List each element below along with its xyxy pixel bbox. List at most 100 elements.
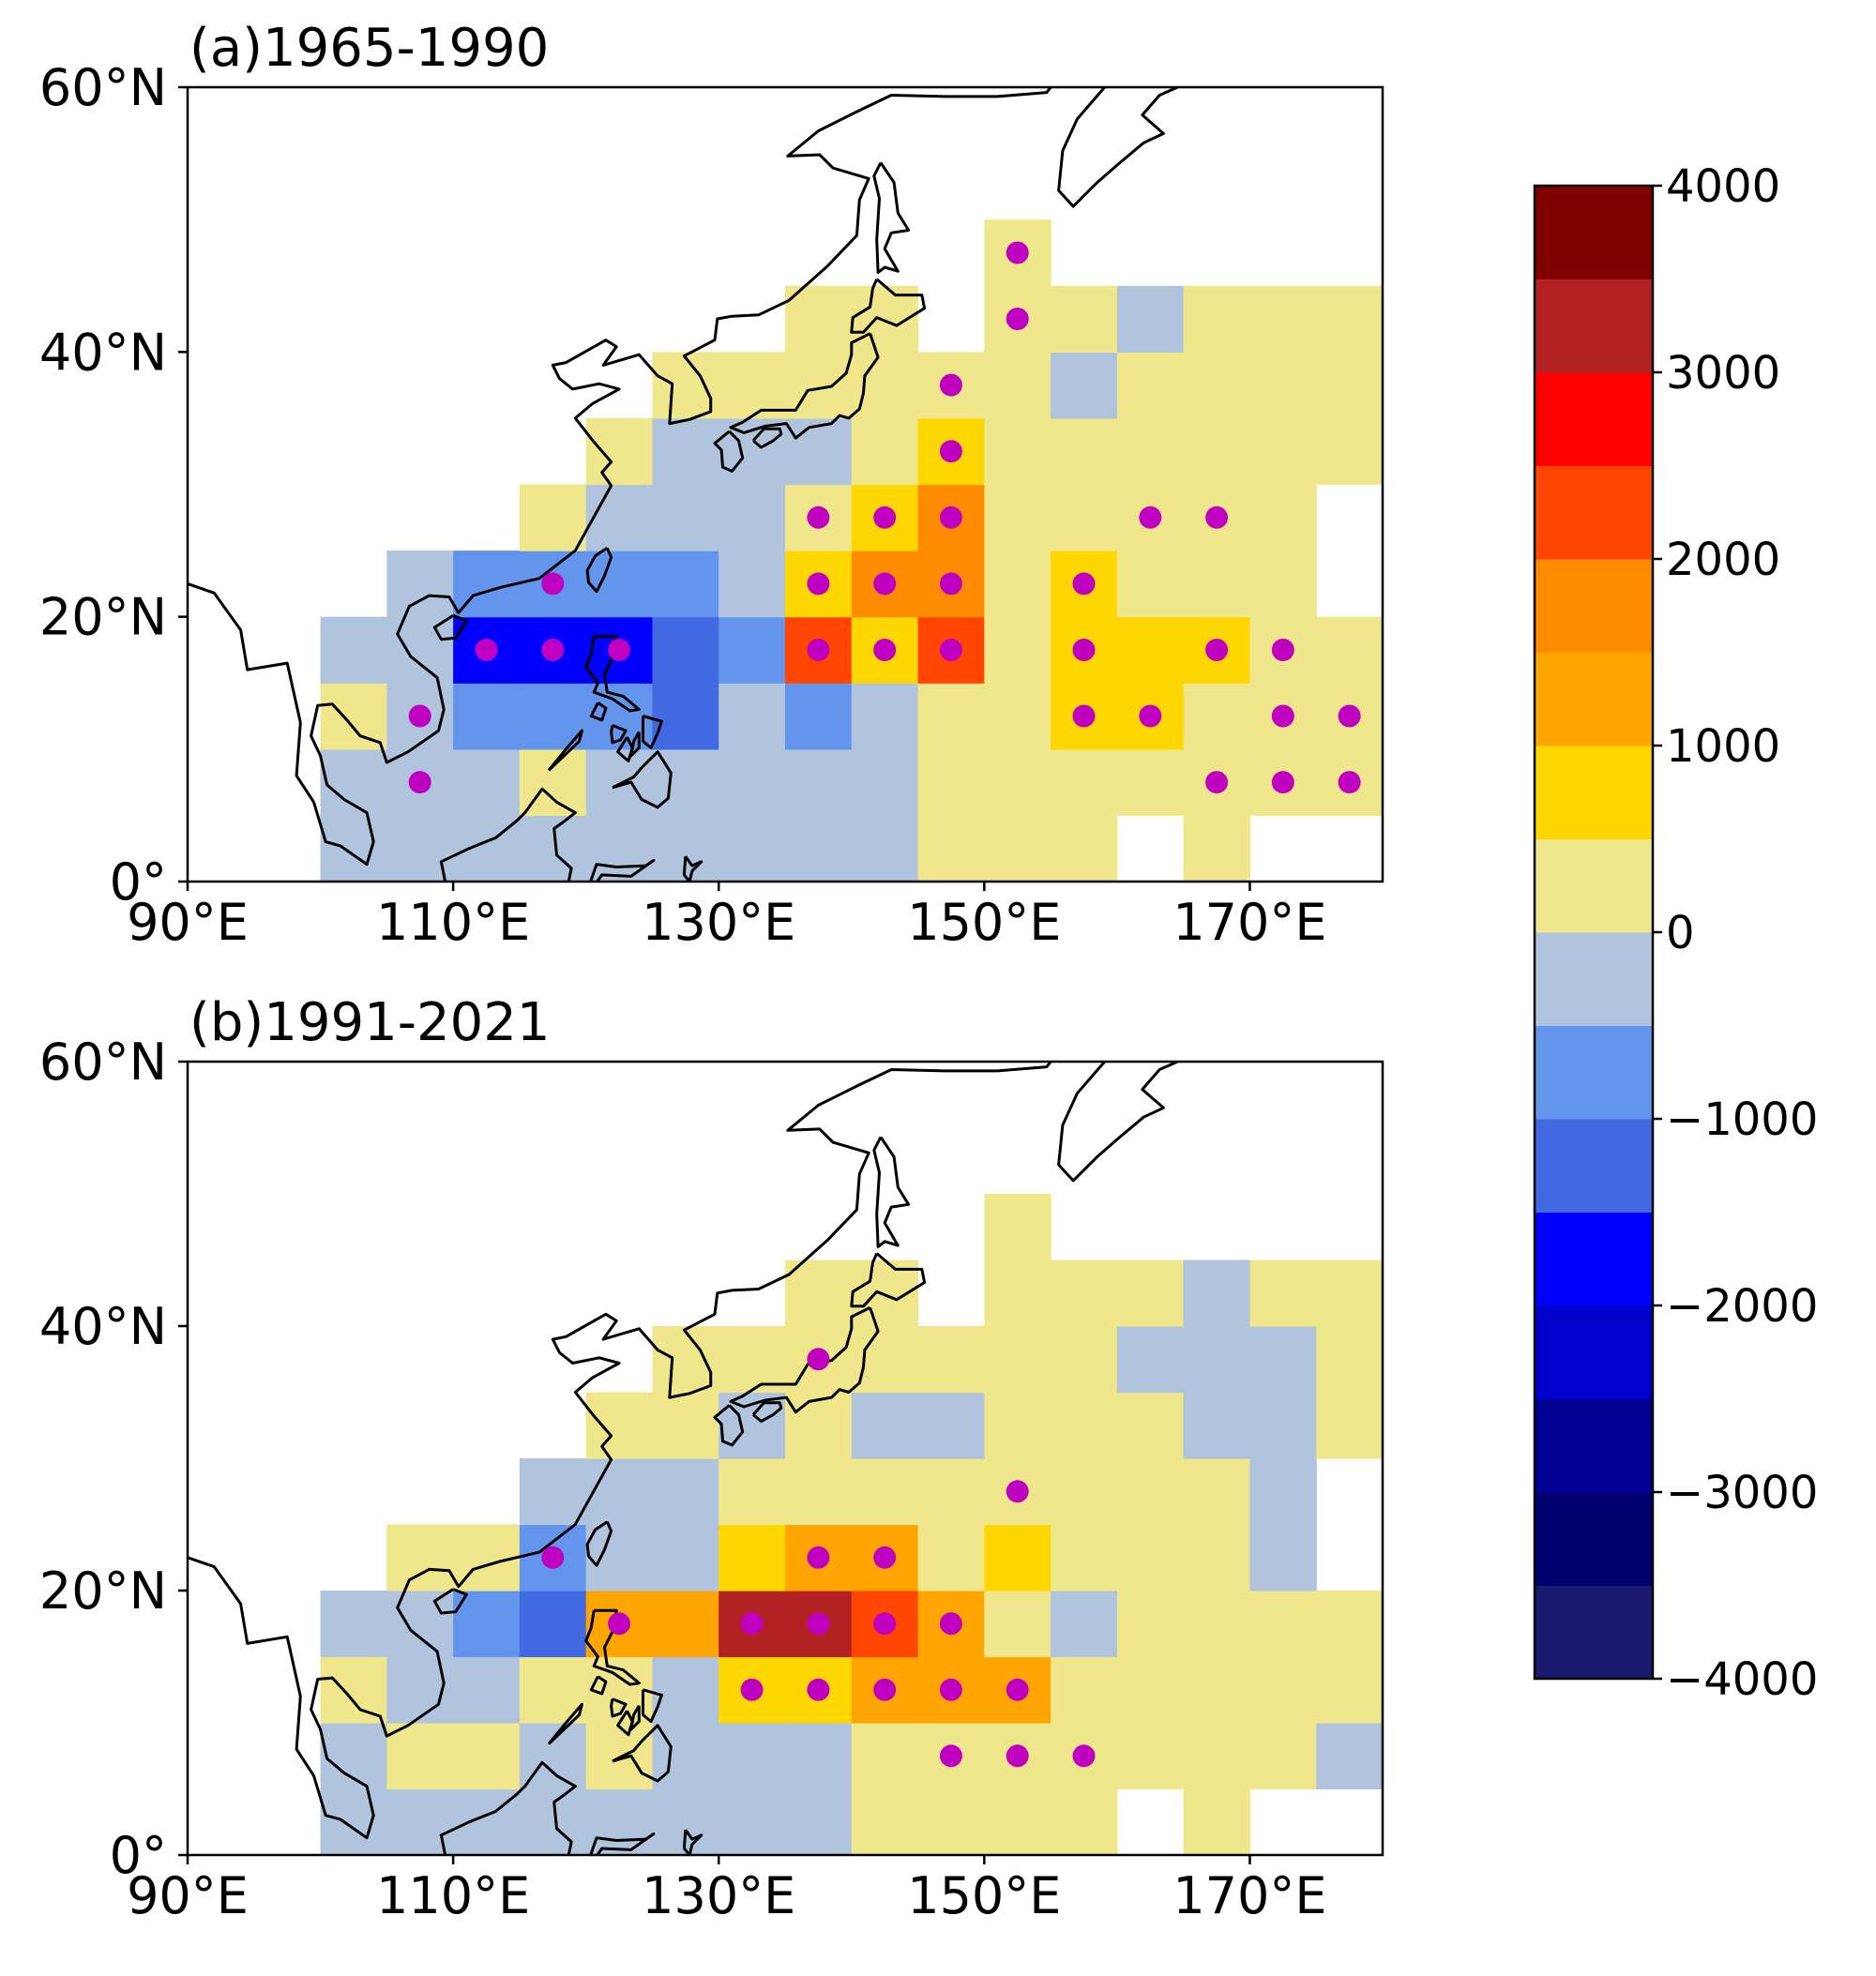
grid-cell	[1183, 1326, 1251, 1394]
grid-cell	[1316, 616, 1384, 684]
grid-cell	[851, 815, 919, 882]
grid-cell	[1249, 1591, 1317, 1658]
colorbar-segment	[1535, 1398, 1653, 1493]
panel-b-coastlines	[188, 1062, 1182, 1855]
grid-cell	[1316, 417, 1384, 486]
lat-tick-label: 20°N	[39, 1561, 167, 1621]
grid-cell	[320, 1656, 387, 1724]
lat-tick-label: 40°N	[39, 323, 167, 382]
significance-dot	[1072, 1744, 1096, 1768]
grid-cell	[652, 484, 719, 551]
significance-dot	[873, 1612, 897, 1636]
colorbar-segment	[1535, 1492, 1653, 1586]
grid-cell	[1116, 1326, 1185, 1394]
grid-cell	[320, 1788, 387, 1856]
coastline	[439, 787, 577, 882]
coastline	[610, 1697, 628, 1718]
coastline	[432, 1588, 468, 1615]
grid-cell	[1116, 1260, 1185, 1327]
colorbar-tick-label: 1000	[1666, 720, 1780, 773]
coastline	[612, 1724, 673, 1783]
significance-dot	[541, 1546, 565, 1569]
grid-cell	[1183, 1788, 1251, 1856]
grid-cell	[1116, 352, 1185, 419]
grid-cell	[1183, 551, 1251, 618]
grid-cell	[1249, 1656, 1317, 1724]
significance-dot	[408, 704, 431, 728]
coastline	[589, 1832, 656, 1855]
panel-a-axis-ticks: 90°E 110°E 130°E 150°E 170°E 0° 20°N 40°N 60°N	[39, 58, 1327, 952]
significance-dot	[1205, 771, 1229, 794]
grid-cell	[585, 1524, 654, 1591]
colorbar-segment	[1535, 186, 1653, 279]
grid-cell	[652, 417, 719, 486]
significance-dot	[1139, 505, 1162, 529]
significance-dot	[1271, 771, 1294, 794]
significance-dot	[1006, 308, 1029, 330]
significance-dot	[608, 639, 631, 661]
significance-dot	[807, 505, 830, 529]
colorbar-tick-label: 4000	[1666, 160, 1780, 213]
colorbar-tick-label: 3000	[1666, 347, 1780, 400]
grid-cell	[785, 1788, 853, 1856]
significance-dot	[939, 505, 962, 529]
panel-a-significance-dots	[408, 241, 1361, 794]
grid-cell	[1183, 285, 1251, 353]
lon-tick-label: 150°E	[907, 1866, 1061, 1925]
grid-cell	[585, 815, 654, 882]
grid-cell	[386, 1591, 454, 1658]
grid-cell	[1116, 1723, 1185, 1790]
significance-dot	[1338, 704, 1361, 728]
grid-cell	[519, 683, 587, 750]
significance-dot	[807, 1678, 830, 1701]
significance-dot	[939, 440, 962, 463]
significance-dot	[873, 572, 897, 596]
colorbar-tick-label: 0	[1666, 907, 1695, 959]
grid-cell	[1051, 1326, 1118, 1394]
grid-cell	[719, 1458, 786, 1526]
significance-dot	[807, 639, 830, 661]
colorbar-segment	[1535, 838, 1653, 933]
grid-cell	[1183, 1260, 1251, 1327]
coastline	[188, 87, 1053, 867]
grid-cell	[1051, 285, 1118, 353]
grid-cell	[719, 616, 786, 684]
grid-cell	[1051, 484, 1118, 551]
coastline	[872, 161, 911, 275]
grid-cell	[652, 352, 719, 419]
significance-dot	[873, 505, 897, 529]
grid-cell	[1316, 1326, 1384, 1394]
grid-cell	[1249, 352, 1317, 419]
significance-dot	[1205, 505, 1229, 529]
colorbar-segment	[1535, 1212, 1653, 1306]
grid-cell	[851, 1326, 919, 1394]
grid-cell	[984, 1326, 1051, 1394]
grid-cell	[519, 1458, 587, 1526]
grid-cell	[1316, 285, 1384, 353]
grid-cell	[851, 1788, 919, 1856]
grid-cell	[585, 484, 654, 551]
grid-cell	[320, 1591, 387, 1658]
grid-cell	[1051, 417, 1118, 486]
grid-cell	[1116, 417, 1185, 486]
colorbar-segment	[1535, 746, 1653, 839]
grid-cell	[386, 1656, 454, 1724]
significance-dot	[475, 639, 498, 661]
colorbar-tick-label: −2000	[1666, 1280, 1818, 1333]
grid-cell	[1249, 1723, 1317, 1790]
grid-cell	[719, 551, 786, 618]
grid-cell	[984, 748, 1051, 817]
lat-tick-label: 40°N	[39, 1297, 167, 1356]
lat-tick-label: 60°N	[39, 58, 167, 117]
coastline	[432, 613, 468, 641]
grid-cell	[1116, 1656, 1185, 1724]
grid-cell	[652, 551, 719, 618]
grid-cell	[453, 1591, 521, 1658]
grid-cell	[1051, 1591, 1118, 1658]
significance-dot	[939, 1678, 962, 1701]
panel-a-title: (a)1965-1990	[189, 18, 549, 79]
grid-cell	[386, 1524, 454, 1591]
colorbar-segment	[1535, 465, 1653, 560]
colorbar-segment	[1535, 279, 1653, 373]
